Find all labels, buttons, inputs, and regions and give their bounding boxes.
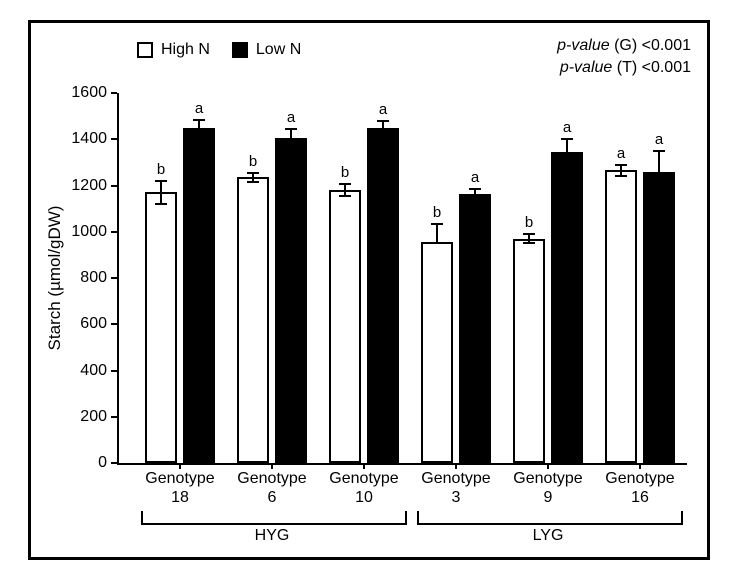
x-category-label: Genotype3 xyxy=(421,463,490,507)
group-bracket xyxy=(417,511,683,525)
y-tick-label: 400 xyxy=(80,362,107,380)
error-bar xyxy=(658,151,660,193)
x-cat-bottom: 18 xyxy=(145,488,214,507)
significance-label: b xyxy=(249,153,257,170)
x-cat-bottom: 16 xyxy=(605,488,674,507)
error-bar xyxy=(566,139,568,164)
pvalue-annotations: p-value (G) <0.001 p-value (T) <0.001 xyxy=(557,35,691,78)
error-bar xyxy=(160,181,162,204)
x-cat-top: Genotype xyxy=(421,469,490,488)
group-bracket xyxy=(141,511,407,525)
y-tick xyxy=(111,462,117,464)
significance-label: b xyxy=(433,204,441,221)
y-tick xyxy=(111,138,117,140)
y-tick-label: 1000 xyxy=(71,223,107,241)
bar-high xyxy=(605,170,637,463)
bar-high xyxy=(421,242,453,463)
y-tick xyxy=(111,323,117,325)
x-cat-top: Genotype xyxy=(605,469,674,488)
legend-swatch-high xyxy=(137,42,153,58)
bar-high xyxy=(237,177,269,463)
plot-area: Starch (µmol/gDW) 0200400600800100012001… xyxy=(117,93,687,463)
y-axis-title: Starch (µmol/gDW) xyxy=(45,206,65,351)
group-label: HYG xyxy=(255,527,290,545)
error-bar xyxy=(382,121,384,135)
x-cat-top: Genotype xyxy=(237,469,306,488)
x-cat-bottom: 9 xyxy=(513,488,582,507)
group-label: LYG xyxy=(533,527,564,545)
significance-label: a xyxy=(195,100,203,117)
legend-swatch-low xyxy=(232,42,248,58)
bar-high xyxy=(513,239,545,463)
y-tick-label: 600 xyxy=(80,315,107,333)
chart-frame: High N Low N p-value (G) <0.001 p-value … xyxy=(28,20,710,560)
significance-label: a xyxy=(617,145,625,162)
significance-label: b xyxy=(157,161,165,178)
pvalue-t-rest: (T) <0.001 xyxy=(612,59,691,76)
y-axis xyxy=(117,93,119,463)
x-category-label: Genotype6 xyxy=(237,463,306,507)
significance-label: a xyxy=(379,101,387,118)
error-bar xyxy=(620,165,622,177)
x-cat-top: Genotype xyxy=(513,469,582,488)
y-tick-label: 1600 xyxy=(71,84,107,102)
bar-low xyxy=(183,128,215,463)
y-tick xyxy=(111,370,117,372)
y-tick-label: 1400 xyxy=(71,130,107,148)
error-bar xyxy=(474,189,476,198)
legend-label-high: High N xyxy=(161,41,210,59)
bar-low xyxy=(459,194,491,463)
x-category-label: Genotype16 xyxy=(605,463,674,507)
significance-label: a xyxy=(287,109,295,126)
error-bar xyxy=(290,129,292,148)
bar-low xyxy=(367,128,399,463)
y-tick-label: 1200 xyxy=(71,177,107,195)
significance-label: a xyxy=(471,169,479,186)
significance-label: a xyxy=(563,119,571,136)
significance-label: b xyxy=(525,214,533,231)
y-tick xyxy=(111,277,117,279)
error-bar xyxy=(528,234,530,243)
y-tick-label: 0 xyxy=(98,454,107,472)
x-cat-bottom: 6 xyxy=(237,488,306,507)
error-bar xyxy=(252,173,254,182)
pvalue-g-var: p-value xyxy=(557,37,609,54)
y-tick xyxy=(111,231,117,233)
x-category-label: Genotype10 xyxy=(329,463,398,507)
pvalue-g-rest: (G) <0.001 xyxy=(610,37,691,54)
bar-high xyxy=(145,192,177,463)
x-cat-bottom: 3 xyxy=(421,488,490,507)
y-tick-label: 800 xyxy=(80,269,107,287)
pvalue-t-var: p-value xyxy=(560,59,612,76)
bar-low xyxy=(275,138,307,463)
x-cat-bottom: 10 xyxy=(329,488,398,507)
legend-label-low: Low N xyxy=(256,41,301,59)
y-tick xyxy=(111,416,117,418)
x-cat-top: Genotype xyxy=(145,469,214,488)
bar-high xyxy=(329,190,361,463)
error-bar xyxy=(436,224,438,243)
significance-label: a xyxy=(655,131,663,148)
error-bar xyxy=(344,184,346,196)
x-cat-top: Genotype xyxy=(329,469,398,488)
significance-label: b xyxy=(341,164,349,181)
error-bar xyxy=(198,120,200,136)
y-tick xyxy=(111,185,117,187)
legend: High N Low N xyxy=(137,41,301,59)
x-category-label: Genotype9 xyxy=(513,463,582,507)
y-tick-label: 200 xyxy=(80,408,107,426)
bar-low xyxy=(551,152,583,463)
x-category-label: Genotype18 xyxy=(145,463,214,507)
bar-low xyxy=(643,172,675,463)
y-tick xyxy=(111,92,117,94)
